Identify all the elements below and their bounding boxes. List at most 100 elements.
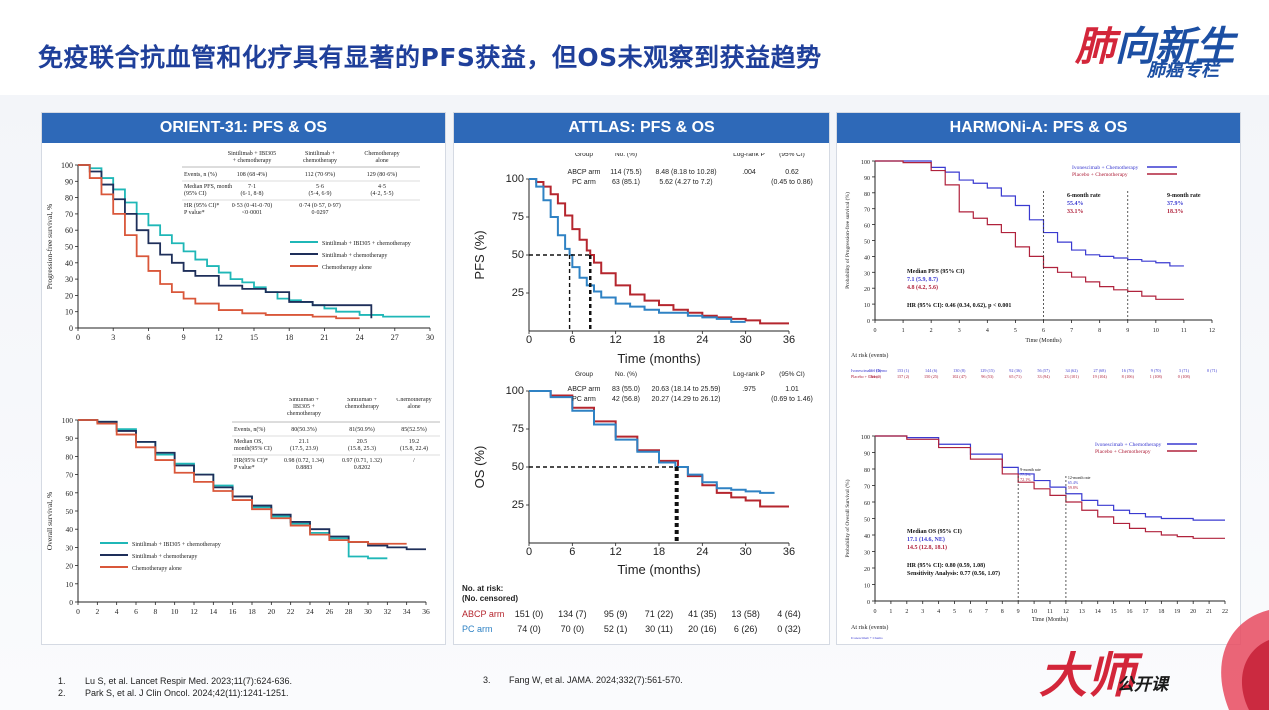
orient-os-table-header: Sintilimab +	[347, 398, 378, 403]
attlas-os-table-cell: 83 (55.0)	[612, 386, 640, 393]
attlas-risk-sub: (No. censored)	[462, 594, 518, 603]
harmoni-os-xtick-label: 5	[953, 609, 956, 615]
harmoni-os-risk-a-label: Ivonescimab + Chemo	[851, 636, 883, 640]
attlas-os-xtick-label: 36	[783, 546, 795, 558]
attlas-pfs-table-cell: 8.48 (8.18 to 10.28)	[655, 169, 716, 176]
orient-pfs-xtick-label: 24	[356, 333, 364, 342]
harmoni-pfs-rate6-a: 55.4%	[1067, 201, 1084, 207]
orient-os-ytick-label: 30	[66, 543, 74, 552]
harmoni-pfs-ytick-label: 90	[864, 176, 870, 182]
attlas-os-xtick-label: 18	[653, 546, 665, 558]
orient-pfs-xtick-label: 21	[320, 333, 328, 342]
logo-line1b: 向新生	[1115, 23, 1235, 70]
attlas-os-xtick-label: 0	[526, 546, 532, 558]
orient-pfs-xtick-label: 12	[215, 333, 223, 342]
orient-os-ylabel: Overall survival, %	[45, 492, 54, 551]
harmoni-pfs-risk-a: 130 (8)	[953, 368, 966, 373]
harmoni-pfs-risk-b: 161 (0)	[869, 374, 882, 379]
attlas-os-table-cell: 20.63 (18.14 to 25.59)	[652, 386, 721, 393]
harmoni-header: HARMONi-A: PFS & OS	[837, 113, 1240, 143]
orient-os-xtick-label: 14	[210, 607, 218, 616]
orient-os-table-cell: 0.97 (0.71, 1.32)	[342, 457, 382, 464]
harmoni-pfs-risk-b: 150 (25)	[924, 374, 939, 379]
harmoni-pfs-xtick-label: 3	[958, 328, 961, 334]
orient-pfs-table-label: Median PFS, month	[184, 184, 232, 190]
orient-os-xtick-label: 28	[345, 607, 353, 616]
attlas-os-table-cell: 42 (56.8)	[612, 396, 640, 403]
harmoni-panel: HARMONi-A: PFS & OS 0 1 2 3 4 5 6 7 8 9 10 11 12 0 10 2…	[836, 112, 1241, 645]
orient-pfs-table-cell: 0·74 (0·57, 0·97)	[299, 202, 341, 209]
attlas-pfs-xtick-label: 18	[653, 334, 665, 346]
orient-os-table-header: IBI305 +	[293, 404, 315, 410]
harmoni-pfs-risk-b: 96 (53)	[981, 374, 994, 379]
orient-pfs-ytick-label: 100	[61, 161, 73, 170]
orient-pfs-legend-label: Chemotherapy alone	[322, 265, 372, 271]
harmoni-pfs-risk-a: 161 (0)	[869, 368, 882, 373]
orient-pfs-xtick-label: 27	[391, 333, 399, 342]
harmoni-pfs-ytick-label: 60	[864, 224, 870, 230]
orient-os-table-cell: 20.5	[357, 439, 368, 445]
harmoni-os-xtick-label: 13	[1079, 609, 1085, 615]
orient-os-xtick-label: 18	[248, 607, 256, 616]
attlas-pfs-xtick-label: 30	[740, 334, 752, 346]
harmoni-os-xtick-label: 18	[1158, 609, 1164, 615]
ref3-num: 3.	[483, 675, 491, 685]
orient-pfs-xtick-label: 6	[146, 333, 150, 342]
harmoni-pfs-risk-a: 27 (68)	[1094, 368, 1107, 373]
harmoni-os-ytick-label: 60	[864, 501, 870, 507]
harmoni-os-rate12-b: 59.8%	[1068, 485, 1079, 490]
orient-os-legend-label: Sintilimab + IBI305 + chemotherapy	[132, 542, 221, 548]
harmoni-pfs-risk-a: 9 (70)	[1151, 368, 1162, 373]
harmoni-os-sens: Sensitivity Analysis: 0.77 (0.56, 1.07)	[907, 570, 1000, 577]
orient-os-table-cell: 0.8883	[296, 465, 313, 471]
orient-pfs-ytick-label: 60	[65, 226, 73, 235]
orient-pfs-table-header: + chemotherapy	[233, 158, 272, 164]
orient-os-table-cell: (15.8, 22.4)	[400, 445, 428, 452]
harmoni-os-rate9-b: 72.1%	[1020, 477, 1031, 482]
orient-pfs-table-cell: (6·1, 8·8)	[241, 190, 264, 197]
harmoni-os-median-a: 17.1 (14.6, NE)	[907, 536, 945, 543]
harmoni-pfs-ytick-label: 10	[864, 303, 870, 309]
orient-os-xtick-label: 32	[384, 607, 392, 616]
orient-os-xtick-label: 22	[287, 607, 295, 616]
harmoni-os-xtick-label: 0	[874, 609, 877, 615]
harmoni-pfs-xtick-label: 8	[1098, 328, 1101, 334]
orient-os-xtick-label: 16	[229, 607, 237, 616]
orient-os-ytick-label: 50	[66, 507, 74, 516]
ref2-num: 2.	[58, 688, 66, 698]
orient-os-table-label: HR(95% CI)*	[234, 457, 268, 464]
orient-pfs-xtick-label: 3	[111, 333, 115, 342]
orient-os-table-cell: 21.1	[299, 439, 310, 445]
orient-pfs-table-label: Events, n (%)	[184, 171, 217, 178]
harmoni-pfs-risk-a: 34 (62)	[1065, 368, 1078, 373]
badge-small: 公开课	[1117, 675, 1168, 695]
attlas-os-table-header: No. (%)	[615, 371, 637, 378]
harmoni-os-xtick-label: 19	[1174, 609, 1180, 615]
harmoni-os-ytick-label: 70	[864, 485, 870, 491]
orient-os-table-cell: (15.8, 25.3)	[348, 445, 376, 452]
harmoni-os-ytick-label: 90	[864, 452, 870, 458]
harmoni-pfs-ytick-label: 70	[864, 208, 870, 214]
harmoni-pfs-ytick-label: 20	[864, 287, 870, 293]
attlas-os-table-cell: 1.01	[785, 386, 799, 393]
harmoni-pfs-xtick-label: 5	[1014, 328, 1017, 334]
orient-pfs-legend-label: Sintilimab + chemotherapy	[322, 253, 387, 259]
attlas-pfs-xtick-label: 12	[610, 334, 622, 346]
harmoni-pfs-xtick-label: 0	[874, 328, 877, 334]
attlas-pfs-ytick-label: 100	[506, 173, 524, 185]
harmoni-pfs-risk-a: 144 (6)	[925, 368, 938, 373]
attlas-os-table-header: Group	[575, 371, 593, 378]
orient-os-table-label: P value*	[234, 465, 255, 471]
harmoni-os-xtick-label: 10	[1031, 609, 1037, 615]
attlas-os-table-cell: .975	[742, 386, 756, 393]
harmoni-os-series-1	[875, 435, 1225, 539]
harmoni-pfs-risk-b: 33 (94)	[1037, 374, 1050, 379]
attlas-pfs-ytick-label: 50	[512, 249, 524, 261]
orient-pfs-table-cell: 0·0297	[312, 210, 329, 216]
harmoni-os-xtick-label: 15	[1111, 609, 1117, 615]
orient-pfs-table-cell: 112 (70·9%)	[305, 171, 335, 178]
orient-pfs-ytick-label: 20	[65, 291, 73, 300]
orient-pfs-xtick-label: 0	[76, 333, 80, 342]
harmoni-pfs-risk-b: 1 (108)	[1150, 374, 1163, 379]
harmoni-os-rate9-title: 9-month rate	[1020, 467, 1041, 472]
